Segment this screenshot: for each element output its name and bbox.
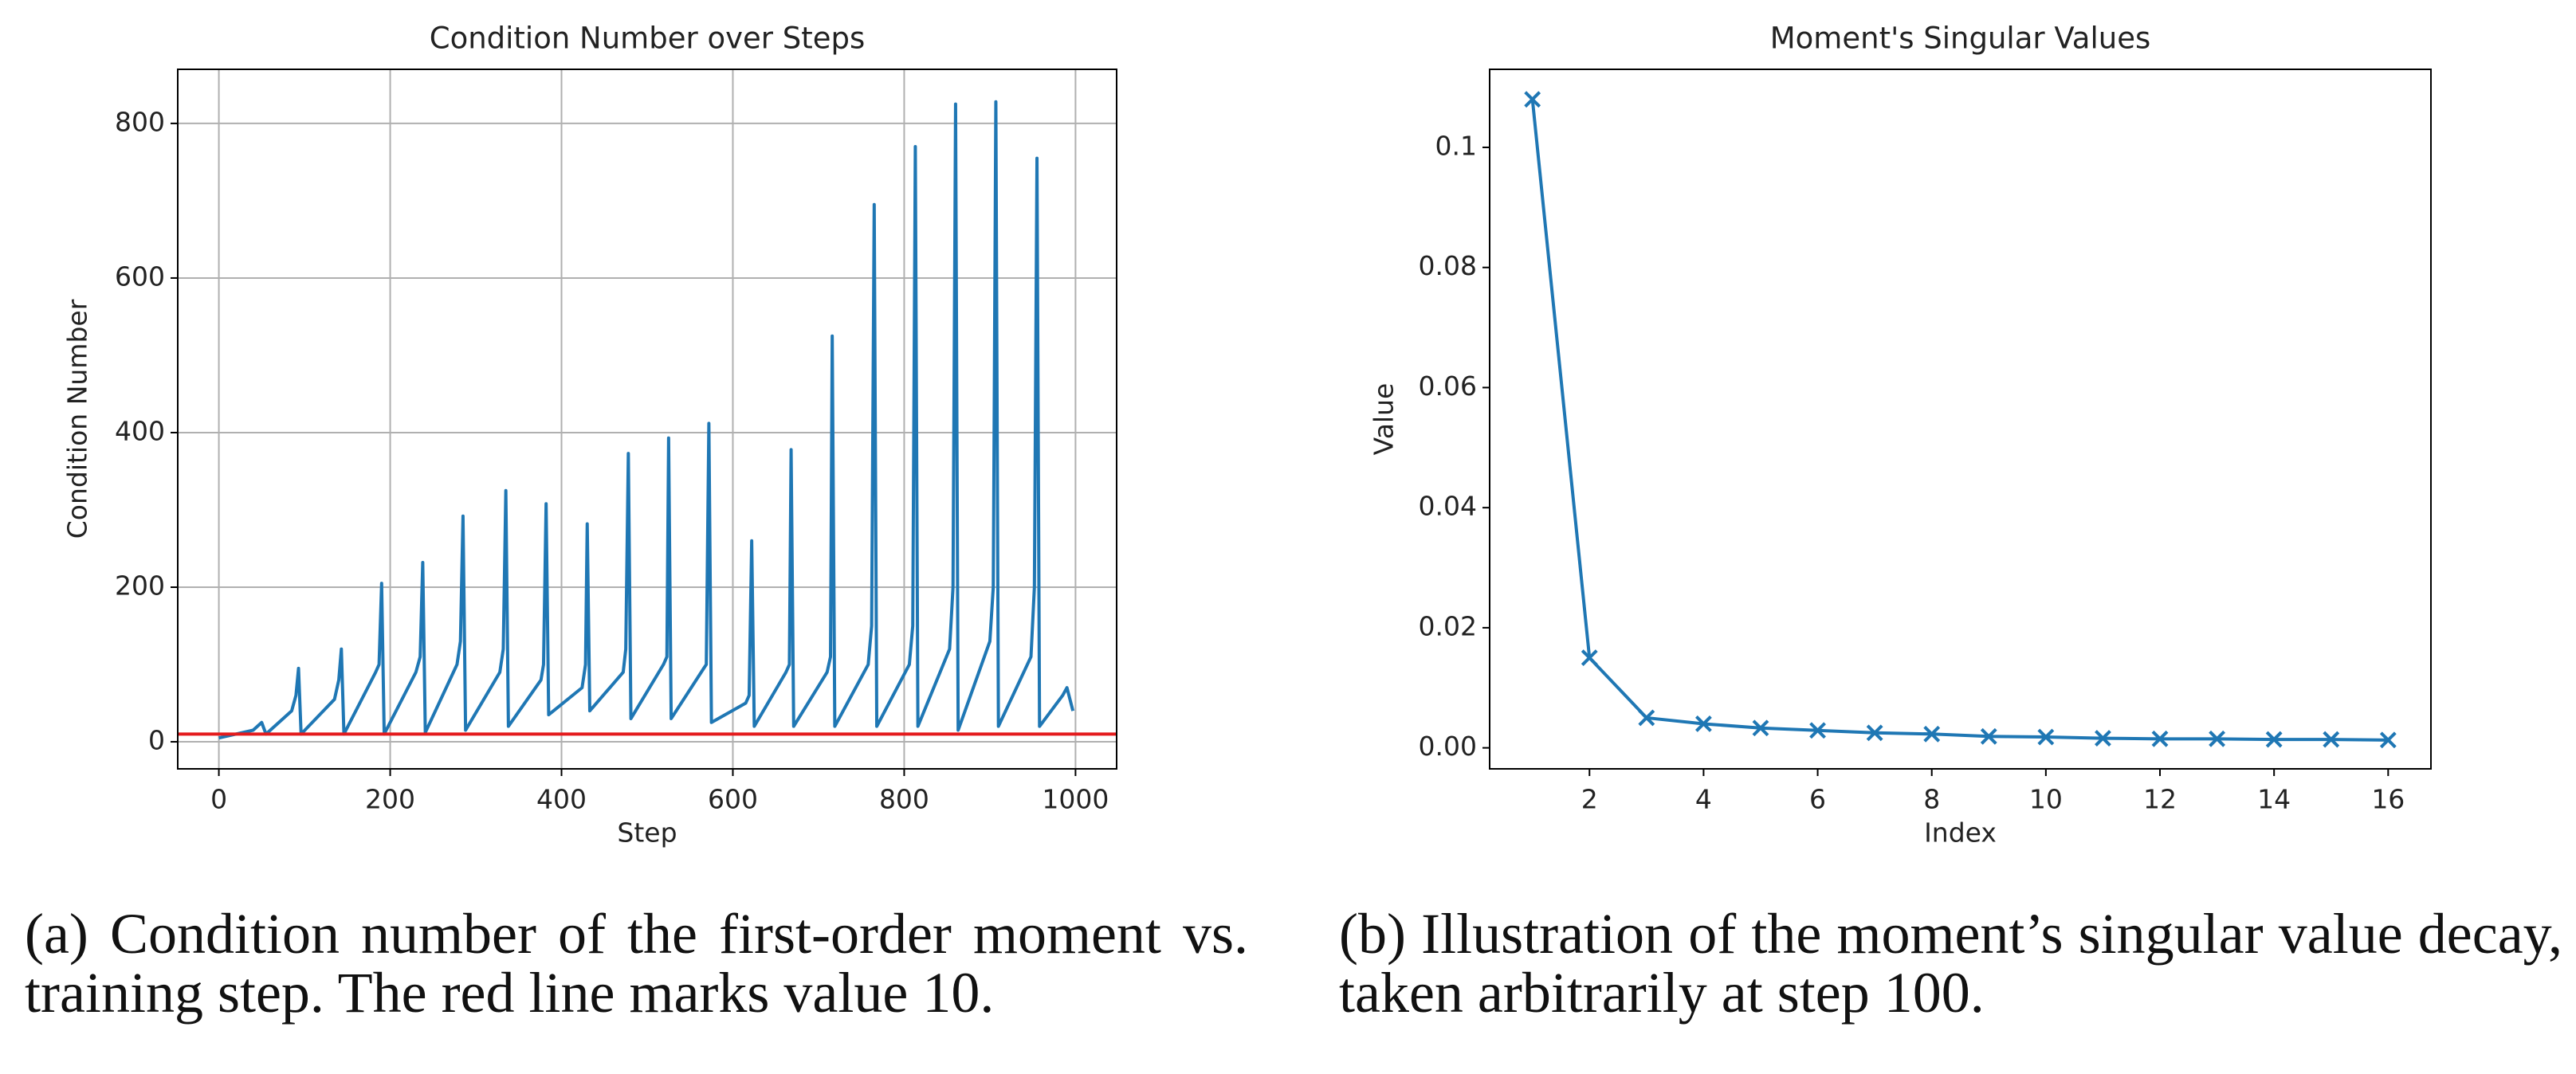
plot-frame	[1489, 69, 2432, 770]
y-tick-label: 0.1	[1435, 130, 1477, 161]
x-tick-label: 800	[879, 784, 929, 815]
marker	[1809, 722, 1826, 739]
chart-title: Moment's Singular Values	[1770, 22, 2151, 56]
x-tick-label: 200	[365, 784, 415, 815]
marker	[1638, 709, 1655, 727]
marker	[2151, 730, 2169, 747]
marker	[2323, 731, 2340, 748]
y-tick-label: 400	[115, 415, 165, 446]
marker	[1581, 649, 1598, 666]
x-tick-label: 8	[1923, 784, 1940, 815]
y-tick-label: 800	[115, 106, 165, 137]
marker	[2095, 730, 2111, 747]
marker	[1694, 715, 1712, 732]
y-tick-label: 0.08	[1419, 250, 1477, 281]
y-axis-label: Value	[1368, 383, 1400, 456]
y-tick-label: 0.04	[1419, 491, 1477, 522]
x-tick-label: 1000	[1042, 784, 1109, 815]
marker	[2265, 731, 2283, 748]
marker	[1524, 91, 1541, 108]
y-tick-label: 0.00	[1419, 731, 1477, 762]
y-tick-label: 600	[115, 261, 165, 292]
marker	[1752, 719, 1769, 737]
x-tick-label: 16	[2371, 784, 2405, 815]
y-tick-label: 0	[148, 725, 165, 756]
chart-title: Condition Number over Steps	[430, 22, 866, 56]
x-tick-label: 10	[2029, 784, 2063, 815]
y-tick-label: 0.06	[1419, 370, 1477, 402]
x-tick-label: 6	[1809, 784, 1826, 815]
caption: (a) Condition number of the first-order …	[25, 902, 1248, 1025]
marker	[1923, 725, 1941, 743]
marker	[1866, 724, 1883, 742]
x-tick-label: 2	[1581, 784, 1598, 815]
x-tick-label: 0	[210, 784, 227, 815]
data-line	[1530, 99, 2389, 742]
marker	[2037, 728, 2055, 746]
x-axis-label: Step	[617, 817, 677, 849]
marker	[2379, 731, 2397, 749]
y-axis-label: Condition Number	[62, 299, 93, 539]
marker	[2209, 730, 2226, 747]
data-line	[218, 100, 1075, 740]
x-tick-label: 400	[536, 784, 587, 815]
y-tick-label: 200	[115, 570, 165, 602]
marker	[1980, 727, 1997, 745]
plot-frame	[177, 69, 1117, 770]
x-tick-label: 4	[1695, 784, 1712, 815]
x-tick-label: 600	[708, 784, 758, 815]
x-tick-label: 12	[2143, 784, 2177, 815]
caption: (b) Illustration of the moment’s singula…	[1339, 902, 2562, 1025]
x-axis-label: Index	[1924, 817, 1997, 849]
x-tick-label: 14	[2257, 784, 2291, 815]
figure: Condition Number over Steps Step Condition…	[62, 22, 2432, 849]
y-tick-label: 0.02	[1419, 610, 1477, 641]
